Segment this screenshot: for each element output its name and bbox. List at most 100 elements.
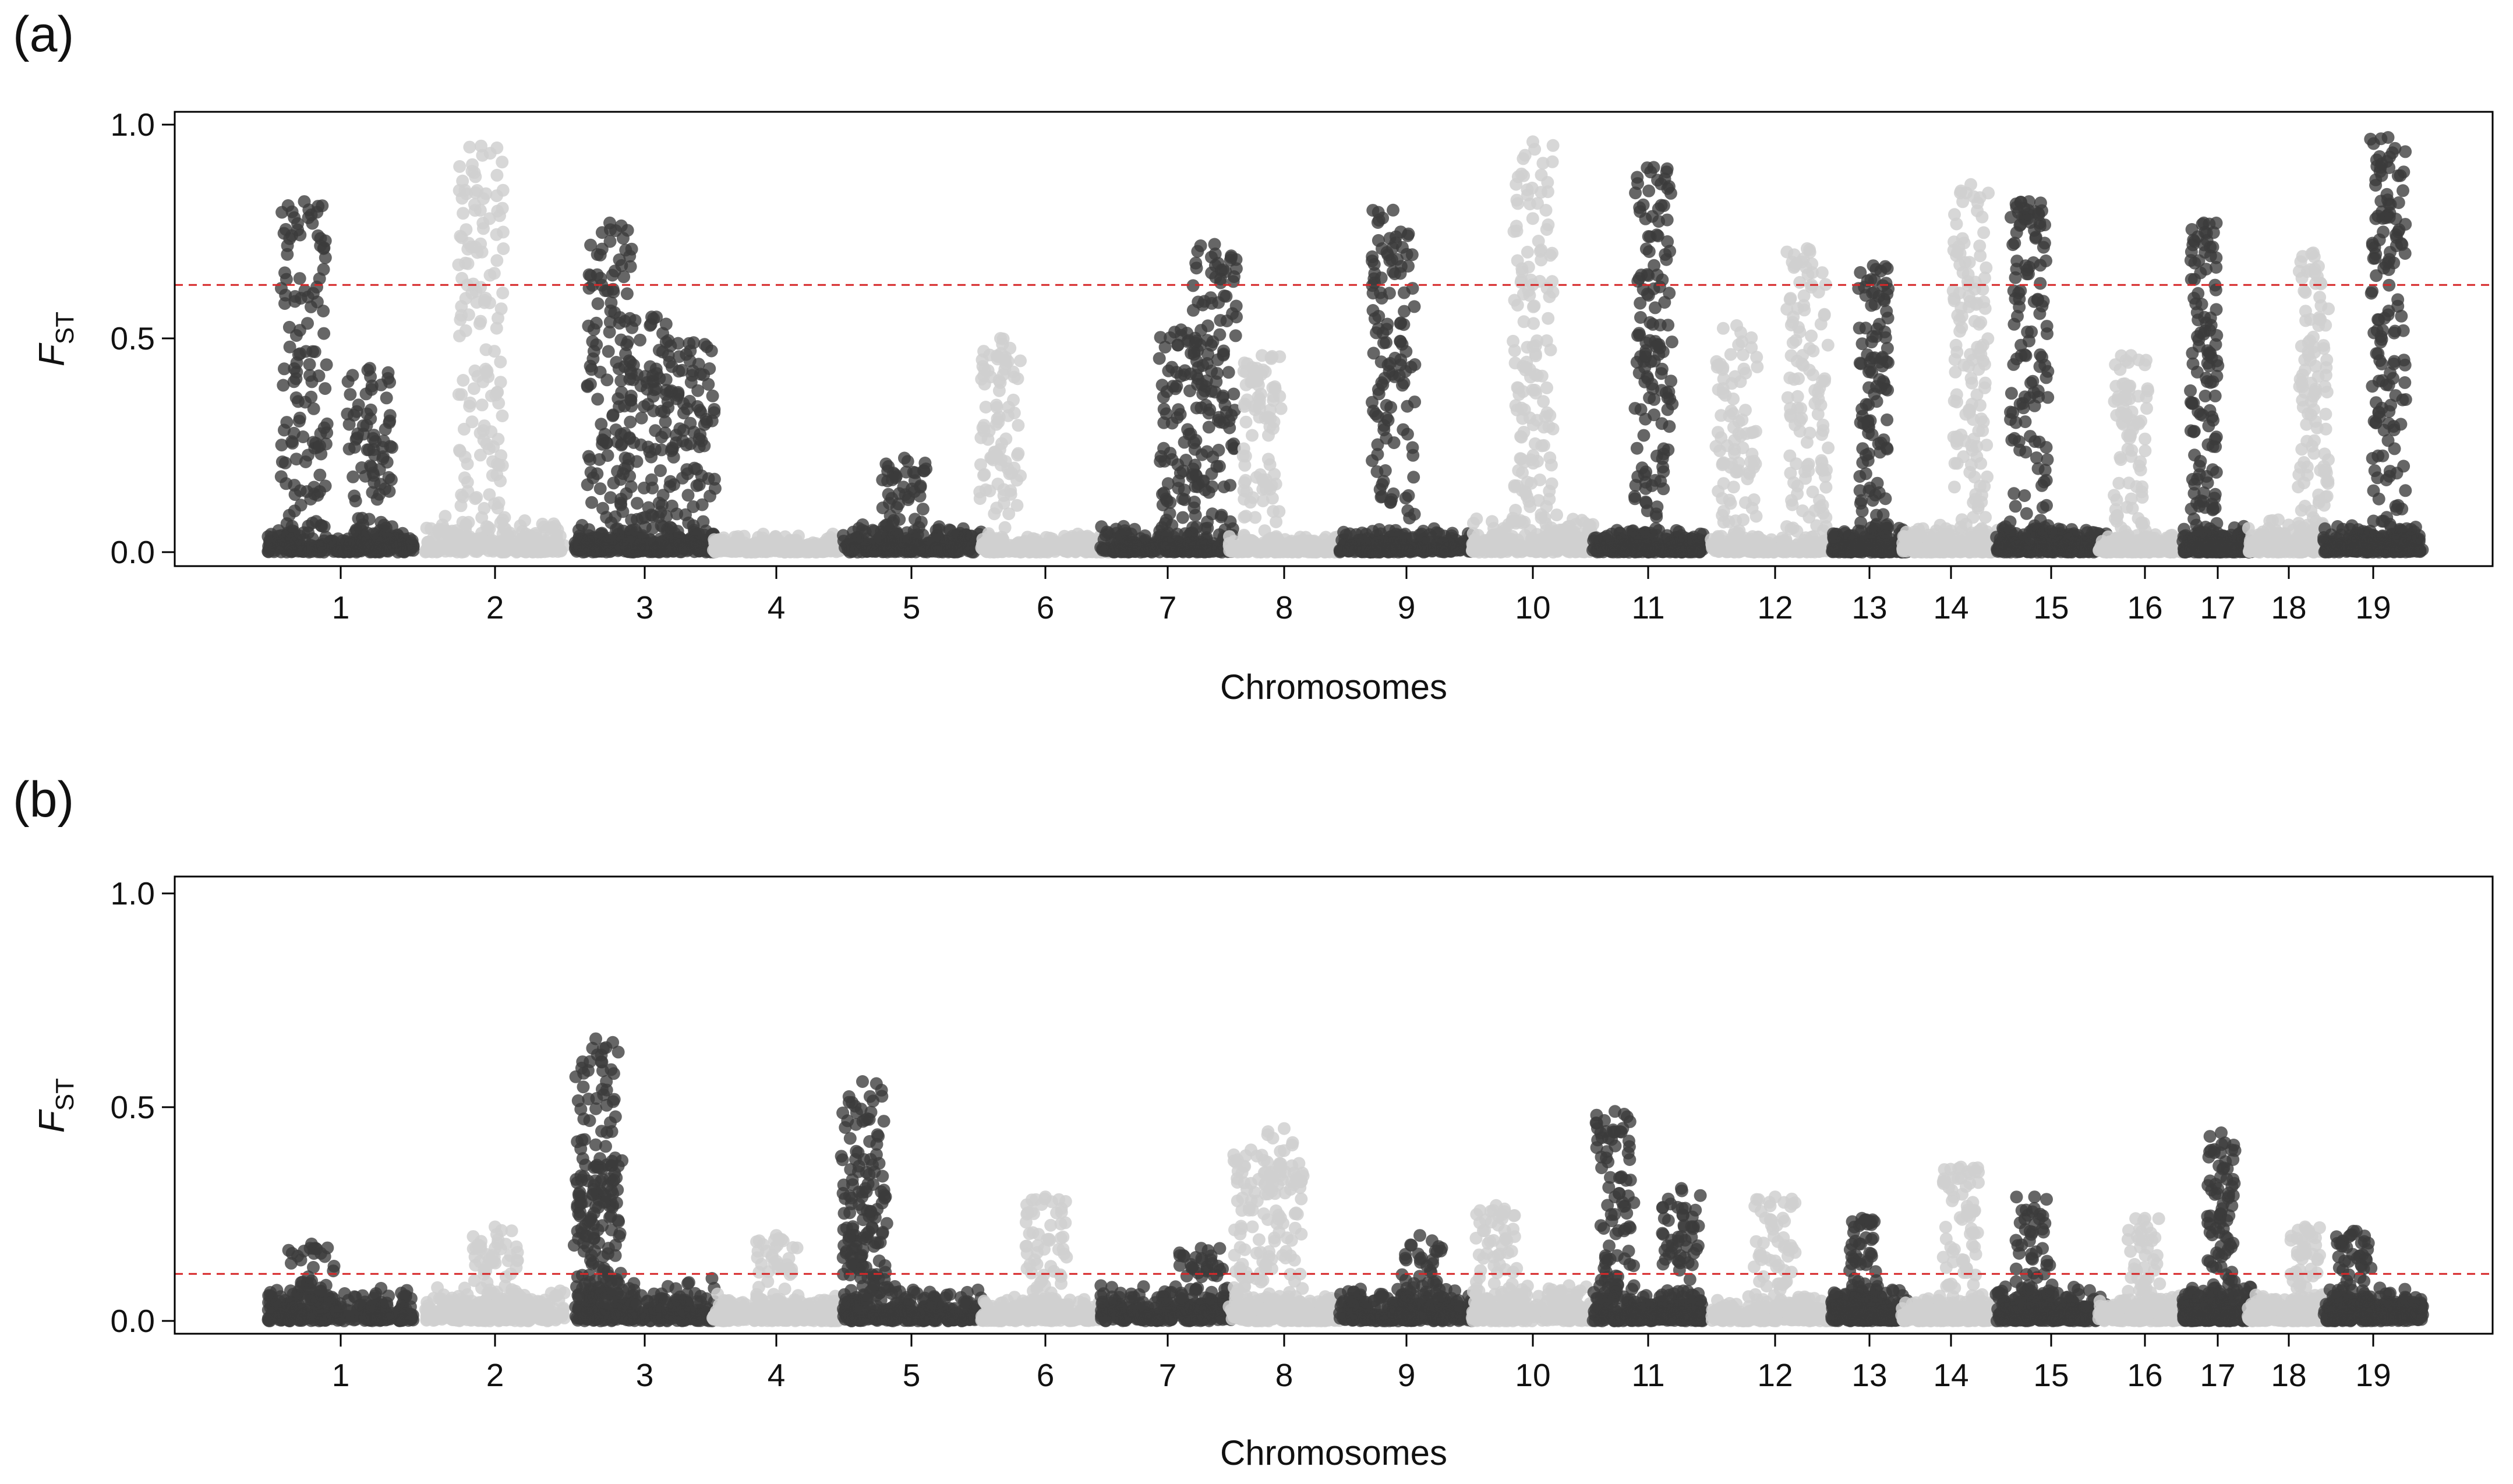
snp-point (455, 231, 468, 245)
snp-point (477, 433, 490, 447)
snp-point (1818, 309, 1831, 322)
snp-point (1377, 540, 1390, 553)
snp-point (365, 379, 379, 393)
snp-point (482, 370, 495, 383)
snp-point (593, 482, 607, 496)
snp-point (1309, 543, 1323, 556)
snp-point (1786, 256, 1799, 269)
snp-point (439, 510, 452, 523)
snp-point (882, 460, 895, 473)
snp-point (285, 520, 299, 533)
snp-point (478, 501, 491, 515)
snp-point (289, 329, 303, 342)
snp-point (1630, 441, 1643, 455)
snp-point (659, 415, 672, 429)
snp-point (1524, 500, 1537, 513)
snp-point (341, 407, 354, 421)
snp-point (1567, 513, 1579, 526)
snp-point (379, 423, 392, 436)
snp-point (1238, 397, 1252, 411)
peak-point (1256, 349, 1268, 362)
snp-point (708, 472, 721, 486)
snp-point (1526, 340, 1540, 354)
snp-point (1639, 212, 1652, 225)
snp-point (1249, 511, 1262, 524)
snp-point (715, 534, 728, 547)
snp-point (1205, 467, 1218, 480)
chromosome-12-points (1705, 242, 1846, 559)
snp-point (291, 217, 304, 230)
snp-point (367, 476, 381, 489)
peak-point (1175, 323, 1187, 337)
snp-point (281, 239, 294, 252)
snp-point (1371, 216, 1384, 229)
snp-point (386, 520, 399, 533)
snp-point (1739, 496, 1752, 509)
snp-point (1451, 537, 1465, 550)
snp-point (908, 474, 921, 487)
snp-point (302, 211, 315, 224)
snp-point (551, 523, 564, 536)
snp-point (1815, 454, 1828, 467)
snp-point (979, 401, 992, 414)
snp-point (1225, 251, 1238, 264)
snp-point (1723, 493, 1736, 507)
snp-point (755, 540, 768, 554)
peak-point (645, 310, 658, 324)
snp-point (1793, 414, 1807, 427)
snp-point (1466, 527, 1480, 540)
snp-point (804, 545, 817, 559)
snp-point (1568, 529, 1582, 543)
snp-point (1381, 414, 1395, 427)
snp-point (454, 313, 467, 326)
snp-point (1187, 348, 1201, 361)
snp-point (1187, 501, 1201, 515)
snp-point (1246, 376, 1259, 388)
snp-point (1157, 390, 1170, 404)
snp-point (790, 538, 804, 552)
snp-point (684, 437, 697, 450)
snp-point (1525, 181, 1539, 195)
snp-point (624, 480, 638, 493)
snp-point (1793, 275, 1807, 289)
snp-point (459, 324, 472, 337)
snp-point (1238, 458, 1252, 472)
snp-point (988, 507, 1001, 521)
snp-point (1666, 397, 1679, 411)
snp-point (383, 409, 397, 422)
snp-point (1394, 316, 1408, 330)
snp-point (665, 384, 678, 397)
snp-point (1239, 415, 1253, 429)
snp-point (1408, 300, 1421, 313)
snp-point (698, 338, 711, 351)
snp-point (1796, 504, 1809, 517)
snp-point (1794, 402, 1808, 415)
snp-point (1172, 403, 1185, 416)
snp-point (1508, 344, 1521, 357)
snp-point (274, 470, 288, 483)
snp-point (278, 362, 291, 376)
snp-point (1637, 429, 1650, 442)
snp-point (301, 290, 314, 303)
snp-point (317, 263, 330, 276)
snp-point (928, 543, 941, 556)
snp-point (473, 448, 487, 462)
snp-point (624, 415, 637, 429)
snp-point (582, 523, 596, 536)
snp-point (453, 444, 466, 458)
snp-point (1404, 361, 1418, 374)
snp-point (655, 535, 668, 549)
snp-point (1176, 511, 1189, 524)
snp-point (1536, 157, 1550, 170)
snp-point (1158, 341, 1172, 354)
snp-point (1383, 287, 1396, 300)
snp-point (1408, 395, 1422, 409)
snp-point (1194, 239, 1207, 252)
snp-point (989, 398, 1003, 412)
snp-point (634, 333, 646, 347)
snp-point (490, 254, 504, 267)
snp-point (1780, 302, 1794, 316)
snp-point (1376, 478, 1389, 491)
snp-point (344, 388, 357, 401)
snp-point (1521, 245, 1534, 259)
